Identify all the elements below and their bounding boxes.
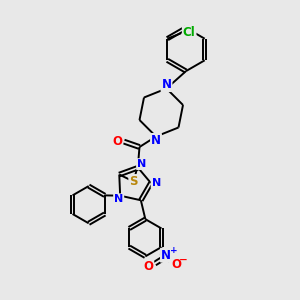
- Text: N: N: [114, 194, 123, 204]
- Text: O: O: [112, 135, 122, 148]
- Text: N: N: [137, 159, 146, 169]
- Text: O: O: [143, 260, 153, 273]
- Text: Cl: Cl: [183, 26, 196, 39]
- Text: S: S: [129, 175, 138, 188]
- Text: N: N: [152, 178, 161, 188]
- Text: N: N: [151, 134, 161, 147]
- Text: −: −: [179, 255, 188, 265]
- Text: N: N: [161, 249, 171, 262]
- Text: O: O: [172, 258, 182, 271]
- Text: +: +: [170, 246, 178, 255]
- Text: N: N: [161, 78, 172, 91]
